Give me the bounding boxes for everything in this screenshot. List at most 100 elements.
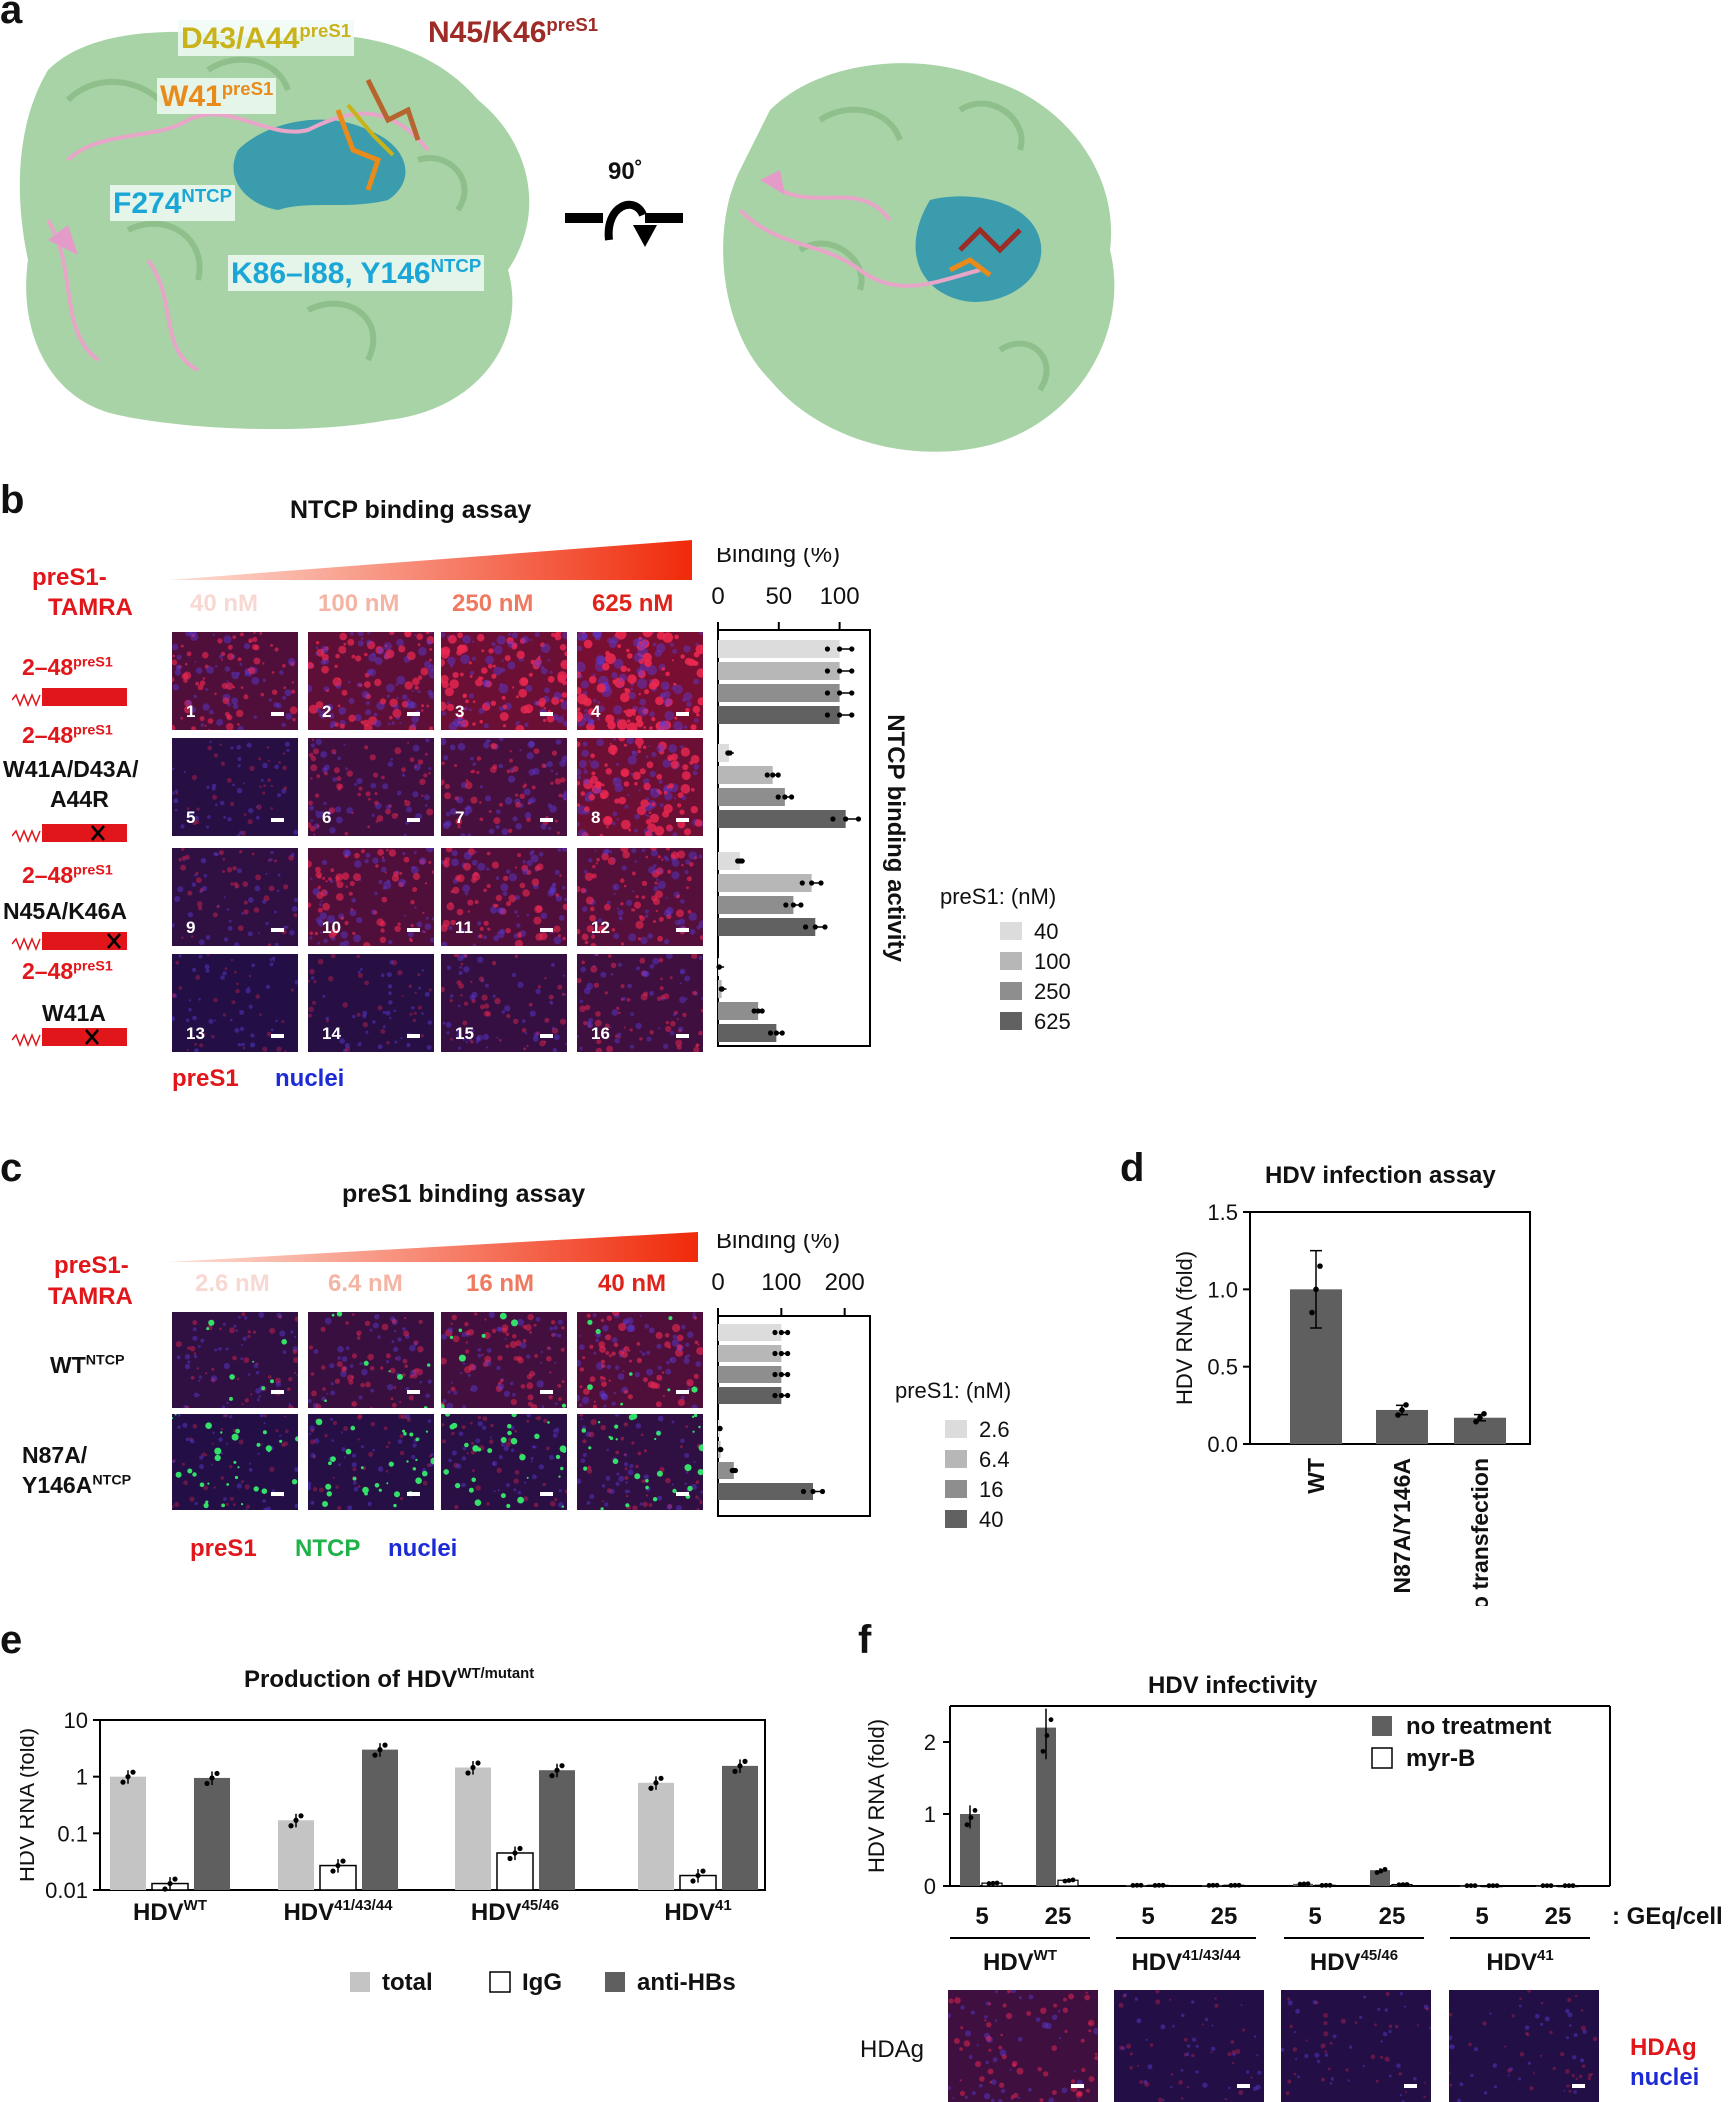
label-w41: W41preS1 [157, 78, 277, 114]
chart-c-ticklabel-2: 200 [825, 1269, 865, 1296]
chart-b-dot-0-2-1 [837, 690, 843, 696]
chart-b-dot-3-2-0 [751, 1008, 757, 1014]
label-k86-y146: K86–I88, Y146NTCP [228, 255, 485, 291]
e-dot-0-2-0 [204, 1780, 210, 1787]
e-dot-2-1-2 [517, 1845, 523, 1852]
rotation-arrow-icon [565, 200, 683, 247]
c-tile-5-scale-bar [271, 1492, 284, 1496]
chart-b-dot-3-3-2 [779, 1030, 785, 1036]
c-legend-label-3: 40 [979, 1507, 1004, 1532]
b-probe-label-2: TAMRA [48, 594, 133, 621]
f-dot-6-0-0 [1464, 1883, 1470, 1889]
chart-b-dot-2-2-1 [790, 902, 796, 908]
chart-b-dot-0-2-0 [824, 690, 831, 696]
chart-c-dot-0-0-1 [778, 1329, 784, 1336]
e-production-chart: 10 1 0.1 0.01 HDV RNA (fold) HDVWT HDV41/43/44… [20, 1708, 766, 1996]
c-tile-1-scale-bar [271, 1390, 284, 1394]
chart-b-dot-2-3-0 [802, 924, 809, 930]
b-tile-13: 13 [172, 954, 298, 1052]
f-dot-4-0-2 [1305, 1881, 1311, 1887]
f-tile-1-scale-bar [1071, 2084, 1084, 2088]
b-gradient-wedge [168, 540, 692, 580]
chart-c-bar-0-2 [718, 1366, 782, 1383]
b-tile-7-scale-bar [540, 818, 553, 822]
chart-b-dot-0-1-0 [824, 668, 831, 674]
f-xlabel-2: 5 [1141, 1903, 1154, 1930]
f-dot-6-1-2 [1494, 1883, 1500, 1889]
e-dot-2-2-1 [554, 1767, 560, 1773]
panel-label-f: f [858, 1618, 872, 1662]
chart-b-xlabel: Binding (%) [716, 548, 840, 568]
chart-c-dot-0-2-2 [785, 1371, 791, 1378]
chart-b-dot-3-2-2 [759, 1008, 765, 1014]
e-dot-0-1-1 [167, 1880, 173, 1887]
e-dot-0-2-1 [209, 1775, 215, 1781]
b-tile-10-number: 10 [322, 918, 341, 937]
f-xlabel-7: 25 [1545, 1903, 1572, 1930]
b-tile-2: 2 [308, 632, 434, 730]
chart-b-dot-1-2-2 [788, 794, 795, 800]
f-legend-label-0: no treatment [1406, 1713, 1551, 1740]
d-dot-1-2 [1403, 1402, 1409, 1408]
e-dot-2-2-2 [559, 1763, 565, 1769]
f-dot-0-0-0 [964, 1822, 970, 1828]
e-dot-3-0-2 [658, 1775, 664, 1781]
b-probe-label-1: preS1- [32, 564, 107, 591]
f-dot-6-0-1 [1468, 1883, 1474, 1889]
c-legend-label-0: 2.6 [979, 1417, 1010, 1442]
e-dot-3-1-2 [700, 1868, 706, 1874]
c-conc-1: 2.6 nM [195, 1270, 270, 1297]
b-tile-11-number: 11 [455, 918, 473, 937]
chart-c-dot-1-2-2 [732, 1467, 739, 1474]
chart-b-dot-0-0-2 [849, 646, 855, 652]
c-tile-4 [577, 1312, 703, 1408]
b-tile-15: 15 [441, 954, 567, 1052]
chart-b-dot-1-1-2 [775, 772, 781, 778]
chart-b-dot-0-3-2 [849, 712, 855, 718]
structure-view-front [19, 31, 530, 430]
c-stain-ntcp: NTCP [295, 1535, 361, 1562]
chart-c-dot-1-0-2 [717, 1425, 723, 1432]
b-tile-10-scale-bar [407, 928, 420, 932]
b-tile-1: 1 [172, 632, 298, 730]
chart-b-ticklabel-1: 50 [765, 583, 792, 610]
e-dot-3-2-1 [737, 1763, 743, 1769]
b-tile-3-scale-bar [540, 712, 553, 716]
f-tile-4 [1449, 1990, 1599, 2102]
b-tile-5-texture [172, 738, 298, 836]
e-dot-3-1-0 [690, 1878, 696, 1884]
f-ylabel: HDV RNA (fold) [864, 1719, 889, 1873]
panel-label-a: a [0, 0, 23, 32]
e-dot-1-2-2 [382, 1742, 388, 1748]
f-dot-0-0-1 [968, 1815, 974, 1820]
e-ylabel: HDV RNA (fold) [20, 1728, 39, 1882]
e-legend-swatch-0 [350, 1972, 370, 1992]
c-stain-nuclei: nuclei [388, 1535, 458, 1562]
chart-b-bar-1-3 [718, 810, 846, 828]
e-dot-2-0-0 [465, 1770, 471, 1776]
chart-b-dot-0-1-1 [837, 668, 843, 674]
f-dot-1-0-0 [1040, 1748, 1046, 1754]
b-tile-5-scale-bar [271, 818, 284, 822]
f-dot-0-1-1 [990, 1880, 996, 1886]
f-legend-label-1: myr-B [1406, 1745, 1475, 1772]
panel-label-e: e [0, 1618, 23, 1662]
chart-b-bar-0-3 [718, 706, 840, 724]
e-dot-1-0-1 [293, 1817, 299, 1823]
chart-b-dot-2-3-2 [822, 924, 828, 930]
f-dot-6-1-1 [1490, 1883, 1496, 1889]
f-dot-6-0-2 [1472, 1883, 1478, 1889]
chart-c-dot-0-0-0 [772, 1329, 778, 1336]
f-dot-4-1-2 [1327, 1882, 1333, 1888]
c-legend-label-1: 6.4 [979, 1447, 1010, 1472]
c-gradient-wedge [168, 1232, 698, 1262]
e-legend-label-2: anti-HBs [637, 1969, 736, 1996]
b-tile-5: 5 [172, 738, 298, 836]
b-legend-swatch-2 [1000, 982, 1022, 1000]
c-binding-chart: Binding (%) 0 100 200 [711, 1234, 871, 1517]
f-dot-7-0-0 [1540, 1883, 1546, 1889]
e-dot-1-1-0 [330, 1868, 336, 1874]
f-dot-3-0-0 [1206, 1882, 1212, 1888]
e-legend-swatch-2 [605, 1972, 625, 1992]
b-tile-12: 12 [577, 848, 703, 946]
